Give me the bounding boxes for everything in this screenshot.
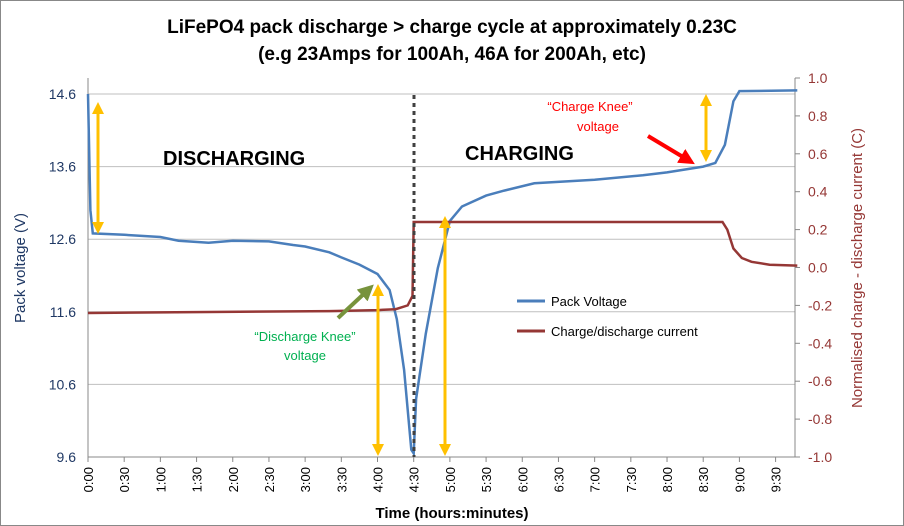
chart-title: LiFePO4 pack discharge > charge cycle at… <box>167 17 737 38</box>
y2-tick-label: 0.0 <box>808 260 828 276</box>
y-tick-label: 14.6 <box>49 86 76 102</box>
x-tick-label: 4:00 <box>371 467 386 492</box>
y2-tick-label: 0.4 <box>808 184 828 200</box>
x-tick-label: 0:00 <box>81 467 96 492</box>
x-tick-label: 0:30 <box>117 467 132 492</box>
legend: Pack Voltage Charge/discharge current <box>517 294 698 339</box>
legend-label-voltage: Pack Voltage <box>551 294 627 309</box>
charge-knee-label: “Charge Knee” <box>547 99 632 114</box>
y-tick-label: 13.6 <box>49 159 76 175</box>
chart-subtitle: (e.g 23Amps for 100Ah, 46A for 200Ah, et… <box>258 44 646 65</box>
discharge-knee-label: “Discharge Knee” <box>254 329 355 344</box>
discharge-knee-sublabel: voltage <box>284 348 326 363</box>
y2-tick-label: 0.2 <box>808 222 828 238</box>
y-tick-label: 11.6 <box>50 304 76 320</box>
discharging-label: DISCHARGING <box>163 148 305 170</box>
x-tick-label: 1:00 <box>153 467 168 492</box>
x-tick-label: 2:30 <box>262 467 277 492</box>
charge-knee-sublabel: voltage <box>577 119 619 134</box>
x-tick-label: 1:30 <box>190 467 205 492</box>
y2-axis-label: Normalised charge - discharge current (C… <box>849 128 866 408</box>
x-tick-label: 6:00 <box>515 467 530 492</box>
x-tick-label: 3:00 <box>298 467 313 492</box>
voltage-line <box>86 89 798 458</box>
y2-tick-label: 0.6 <box>808 146 828 162</box>
y2-tick-label: -0.8 <box>808 411 832 427</box>
y2-tick-label: -0.4 <box>808 335 832 351</box>
discharge-knee-arrow <box>336 284 374 320</box>
y-tick-label: 10.6 <box>49 376 76 392</box>
y2-tick-label: -1.0 <box>808 449 832 465</box>
y2-tick-label: -0.6 <box>808 373 832 389</box>
charge-knee-arrow <box>646 134 695 165</box>
x-tick-label: 7:00 <box>588 467 603 492</box>
x-tick-label: 8:00 <box>660 467 675 492</box>
x-tick-label: 9:30 <box>769 467 784 492</box>
x-tick-label: 4:30 <box>407 467 422 492</box>
x-tick-label: 8:30 <box>696 467 711 492</box>
charging-label: CHARGING <box>465 143 574 165</box>
x-tick-label: 5:00 <box>443 467 458 492</box>
legend-label-current: Charge/discharge current <box>551 324 698 339</box>
x-tick-label: 3:30 <box>334 467 349 492</box>
x-axis-label: Time (hours:minutes) <box>375 505 528 522</box>
x-tick-label: 2:00 <box>226 467 241 492</box>
y2-tick-label: -0.2 <box>808 297 832 313</box>
y-tick-label: 9.6 <box>57 449 77 465</box>
x-tick-label: 6:30 <box>551 467 566 492</box>
y-axis-label: Pack voltage (V) <box>12 213 29 323</box>
x-tick-label: 5:30 <box>479 467 494 492</box>
y2-tick-label: 0.8 <box>808 108 828 124</box>
x-tick-label: 9:00 <box>732 467 747 492</box>
x-tick-label: 7:30 <box>624 467 639 492</box>
y-tick-label: 12.6 <box>49 231 76 247</box>
y2-tick-label: 1.0 <box>808 70 828 86</box>
